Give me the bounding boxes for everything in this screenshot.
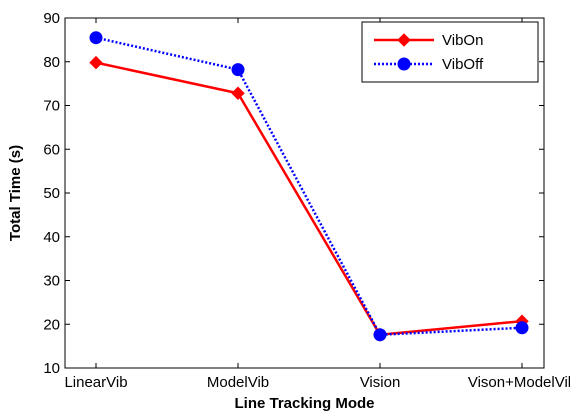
- y-tick-label: 90: [43, 10, 60, 27]
- data-point: [231, 86, 245, 100]
- data-point: [89, 55, 103, 70]
- x-tick-label: LinearVib: [64, 374, 127, 391]
- series-line: [95, 61, 523, 337]
- legend-marker: [397, 57, 411, 71]
- y-tick-label: 80: [43, 54, 60, 71]
- y-tick-label: 60: [43, 141, 60, 158]
- data-point: [231, 63, 245, 77]
- x-axis-title: Line Tracking Mode: [234, 395, 374, 412]
- legend-box: [361, 21, 539, 83]
- legend-label: VibOff: [442, 56, 484, 73]
- y-tick-label: 20: [43, 316, 60, 333]
- y-tick-label: 10: [43, 360, 60, 377]
- data-point: [515, 321, 529, 335]
- x-tick-label: Vision: [360, 374, 401, 391]
- legend-marker: [397, 33, 411, 47]
- y-tick-label: 40: [43, 229, 60, 246]
- data-point: [373, 328, 387, 342]
- legend-entry: VibOff: [374, 56, 484, 73]
- legend-label: VibOn: [442, 32, 483, 49]
- y-tick-label: 30: [43, 273, 60, 290]
- y-tick-label: 70: [43, 98, 60, 115]
- legend-entry: VibOn: [374, 32, 483, 49]
- y-axis-title: Total Time (s): [7, 145, 24, 241]
- y-tick-label: 50: [43, 185, 60, 202]
- series-line: [95, 36, 523, 337]
- legend: VibOn VibOff: [361, 21, 539, 83]
- series-layer: [89, 31, 529, 342]
- x-tick-label: Vison+ModelVib: [468, 374, 570, 391]
- series-viboff: [89, 31, 529, 342]
- y-axis: 10 20 30 40 50 60 70 80 90: [43, 10, 544, 377]
- data-point: [89, 31, 103, 45]
- x-axis: LinearVib ModelVib Vision Vison+ModelVib: [64, 18, 570, 391]
- x-tick-label: ModelVib: [207, 374, 269, 391]
